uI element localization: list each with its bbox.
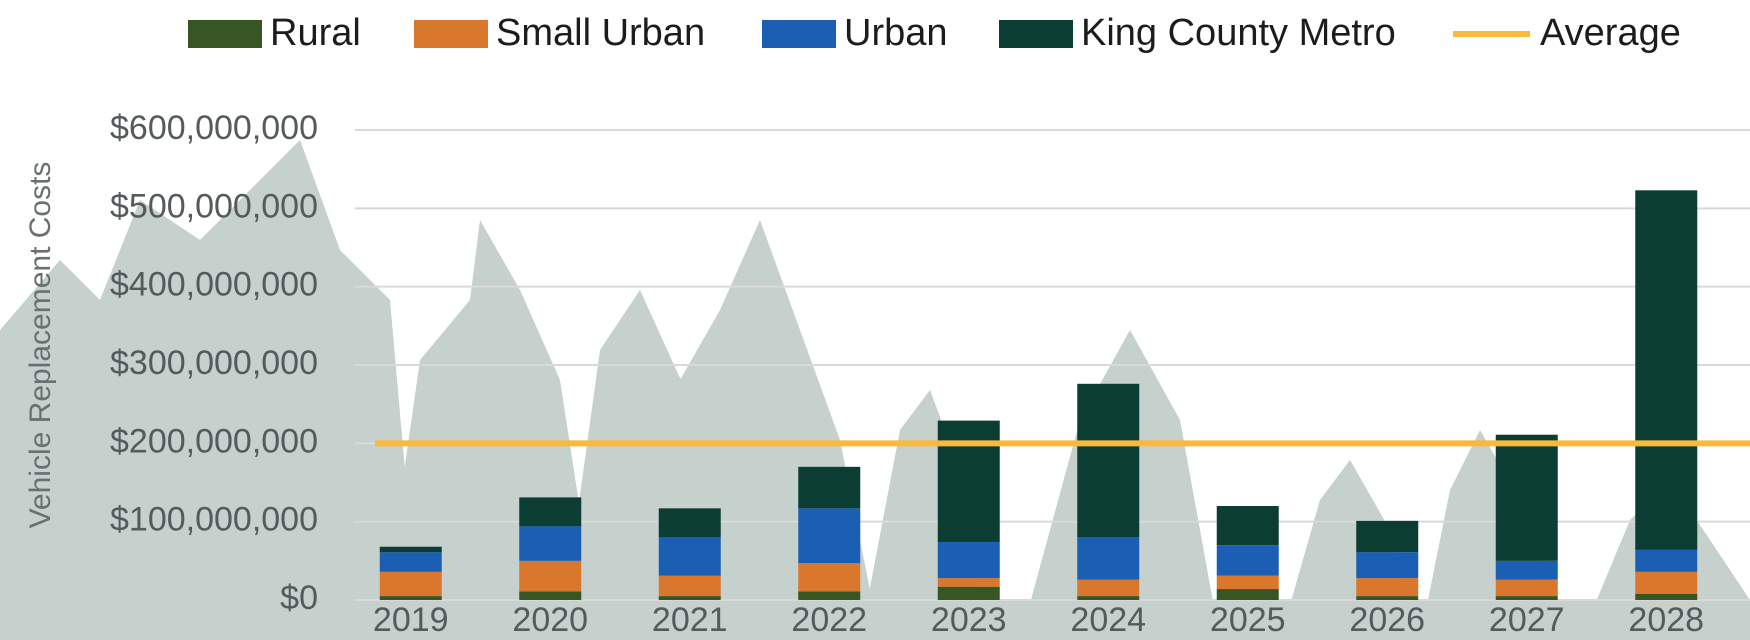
bar-segment xyxy=(380,572,442,596)
x-tick-label: 2027 xyxy=(1489,601,1565,639)
y-tick-label: $400,000,000 xyxy=(110,266,318,304)
x-tick-label: 2022 xyxy=(791,601,867,639)
bar-segment xyxy=(659,596,721,600)
bar-segment xyxy=(1496,580,1558,596)
y-tick-label: $300,000,000 xyxy=(110,344,318,382)
bar-segment xyxy=(1356,596,1418,600)
bar-segment xyxy=(1356,552,1418,578)
legend-label: Rural xyxy=(270,12,361,54)
bar-segment xyxy=(938,542,1000,578)
y-tick-label: $200,000,000 xyxy=(110,422,318,460)
bar-segment xyxy=(1217,576,1279,589)
bar-segment xyxy=(1217,545,1279,576)
x-tick-label: 2020 xyxy=(512,601,588,639)
legend-label: King County Metro xyxy=(1081,12,1396,54)
y-tick-label: $500,000,000 xyxy=(110,187,318,225)
bar-segment xyxy=(1077,596,1139,600)
bar-segment xyxy=(798,508,860,563)
bar-segment xyxy=(519,497,581,526)
legend-swatch xyxy=(188,20,262,48)
legend-label: Urban xyxy=(844,12,948,54)
bar-segment xyxy=(380,552,442,572)
x-tick-label: 2026 xyxy=(1349,601,1425,639)
y-tick-label: $100,000,000 xyxy=(110,501,318,539)
y-tick-label: $600,000,000 xyxy=(110,109,318,147)
y-tick-label: $0 xyxy=(280,579,318,617)
ground xyxy=(0,600,1750,640)
legend: Rural Small Urban Urban King County Metro Av… xyxy=(188,12,1681,54)
bar-segment xyxy=(659,576,721,596)
bar-segment xyxy=(1077,537,1139,579)
bar-segment xyxy=(1077,384,1139,538)
bar-segment xyxy=(1496,561,1558,580)
bar-segment xyxy=(659,537,721,575)
bar-segment xyxy=(659,508,721,537)
bar-segment xyxy=(1356,521,1418,552)
bar-segment xyxy=(1217,589,1279,600)
x-tick-label: 2025 xyxy=(1210,601,1286,639)
bar-segment xyxy=(380,547,442,552)
bar-segment xyxy=(798,591,860,600)
legend-swatch xyxy=(414,20,488,48)
bar-segment xyxy=(1635,550,1697,572)
bar-segment xyxy=(519,591,581,600)
x-tick-label: 2023 xyxy=(931,601,1007,639)
bar-segment xyxy=(1496,435,1558,561)
bar-segment xyxy=(798,467,860,509)
legend-swatch xyxy=(999,20,1073,48)
bar-segment xyxy=(1356,578,1418,596)
bar-segment xyxy=(938,587,1000,600)
bar-segment xyxy=(1077,580,1139,596)
bar-segment xyxy=(1496,596,1558,600)
x-tick-label: 2021 xyxy=(652,601,728,639)
x-tick-label: 2028 xyxy=(1628,601,1704,639)
bar-segment xyxy=(380,596,442,600)
bar-segment xyxy=(1217,506,1279,545)
y-axis-title: Vehicle Replacement Costs xyxy=(24,162,57,529)
legend-label: Small Urban xyxy=(496,12,705,54)
bar-segment xyxy=(1635,190,1697,550)
x-tick-label: 2024 xyxy=(1070,601,1146,639)
legend-label: Average xyxy=(1540,12,1681,54)
bar-segment xyxy=(938,421,1000,542)
legend-swatch xyxy=(762,20,836,48)
bar-segment xyxy=(519,526,581,560)
x-tick-label: 2019 xyxy=(373,601,449,639)
bar-segment xyxy=(519,561,581,592)
bar-segment xyxy=(938,578,1000,587)
bar-segment xyxy=(1635,594,1697,600)
bar-segment xyxy=(798,563,860,591)
chart: Vehicle Replacement Costs Rural Small Urb… xyxy=(0,0,1750,640)
bar-segment xyxy=(1635,572,1697,594)
